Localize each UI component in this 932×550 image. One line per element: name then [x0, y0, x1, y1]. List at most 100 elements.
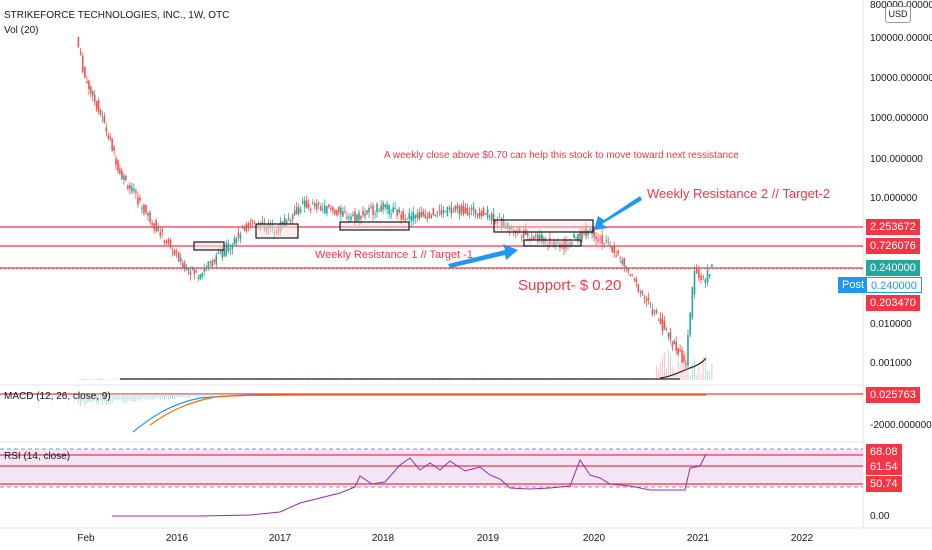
candle-body [661, 318, 664, 331]
candle-body [494, 220, 497, 224]
macd-histogram-bar [209, 394, 211, 396]
volume-bar [382, 378, 384, 380]
zone-box-2019a [493, 219, 594, 233]
candle-body [181, 263, 184, 268]
candle-body [251, 219, 254, 222]
price-axis-top: 800000.000000 [870, 0, 932, 11]
volume-bar [537, 379, 539, 380]
volume-bar [633, 379, 635, 380]
candle-body [691, 286, 694, 319]
volume-bar [147, 378, 149, 380]
candle-body [177, 252, 180, 262]
candle-body [297, 207, 300, 214]
macd-histogram-bar [167, 394, 169, 400]
macd-legend[interactable]: MACD (12, 26, close, 9) [4, 391, 111, 402]
candle-body [95, 101, 98, 110]
candle-body [358, 212, 360, 220]
volume-bar [272, 378, 274, 380]
volume-bar [304, 378, 306, 380]
macd-histogram-bar [186, 394, 188, 397]
candle-body [79, 51, 82, 54]
candle-body [374, 214, 376, 215]
volume-bar [139, 378, 141, 380]
volume-bar [655, 365, 657, 380]
macd-histogram-bar [103, 394, 105, 402]
volume-bar [436, 378, 438, 380]
candle-body [478, 212, 481, 217]
macd-histogram-bar [188, 394, 190, 399]
candle-body [641, 290, 644, 294]
candle-body [159, 231, 162, 237]
volume-bar [245, 378, 247, 380]
resistance-1-badge: 0.726076 [866, 238, 920, 254]
candle-body [669, 331, 672, 340]
volume-bar [659, 362, 661, 380]
rsi-legend[interactable]: RSI (14, close) [4, 451, 71, 462]
macd-histogram-bar [86, 394, 88, 404]
volume-bar [320, 379, 322, 380]
candle-body [88, 80, 90, 90]
candle-body [334, 210, 336, 214]
macd-histogram-bar [211, 394, 213, 396]
volume-bar [203, 379, 205, 380]
candle-body [436, 212, 439, 213]
candle-body [350, 216, 352, 221]
volume-bar [464, 378, 466, 380]
volume-bar [671, 366, 673, 380]
candle-body [649, 302, 652, 304]
macd-histogram-bar [84, 394, 86, 407]
volume-bar [677, 355, 679, 380]
volume-bar [657, 369, 659, 380]
volume-bar [193, 378, 195, 380]
candle-body [155, 220, 157, 232]
volume-bar [581, 379, 583, 380]
volume-bar [675, 373, 677, 380]
volume-bar [667, 350, 669, 380]
volume-bar [135, 378, 137, 380]
macd-histogram-bar [190, 394, 191, 398]
volume-bar [681, 356, 683, 380]
candle-body [283, 218, 286, 228]
candle-body [667, 333, 670, 337]
volume-bar [700, 374, 702, 380]
volume-bar [402, 378, 404, 380]
candle-body [543, 237, 545, 244]
volume-bar [557, 378, 559, 380]
volume-bar [511, 379, 513, 380]
annotation-note: A weekly close above $0.70 can help this… [384, 150, 739, 161]
volume-legend[interactable]: Vol (20) [4, 25, 39, 36]
candle-body [533, 236, 535, 240]
macd-histogram-bar [215, 394, 217, 396]
volume-bar [352, 378, 354, 380]
macd-histogram-bar [172, 394, 174, 399]
candle-body [647, 297, 650, 301]
candle-body [412, 212, 415, 221]
candle-body [454, 205, 457, 211]
candle-body [695, 268, 698, 273]
candle-body [424, 214, 427, 218]
candle-body [115, 158, 117, 165]
candle-body [123, 175, 125, 181]
candle-body [706, 269, 709, 283]
candle-body [203, 269, 206, 272]
candle-body [303, 200, 306, 207]
currency-button[interactable]: USD [885, 6, 911, 23]
volume-bar [599, 378, 601, 380]
candle-body [324, 205, 326, 214]
candle-body [145, 204, 147, 213]
volume-bar [577, 378, 579, 380]
candle-body [549, 237, 551, 245]
volume-bar [326, 379, 328, 380]
volume-bar [286, 378, 288, 380]
candle-body [623, 258, 626, 267]
candle-body [97, 100, 100, 112]
candle-body [388, 205, 390, 214]
candle-body [392, 207, 394, 213]
macd-histogram-bar [127, 394, 129, 402]
candle-body [575, 236, 577, 238]
zone-box-2017 [255, 223, 299, 239]
macd-histogram-bar [159, 394, 161, 400]
candle-body [197, 277, 200, 279]
volume-bar [215, 378, 217, 380]
